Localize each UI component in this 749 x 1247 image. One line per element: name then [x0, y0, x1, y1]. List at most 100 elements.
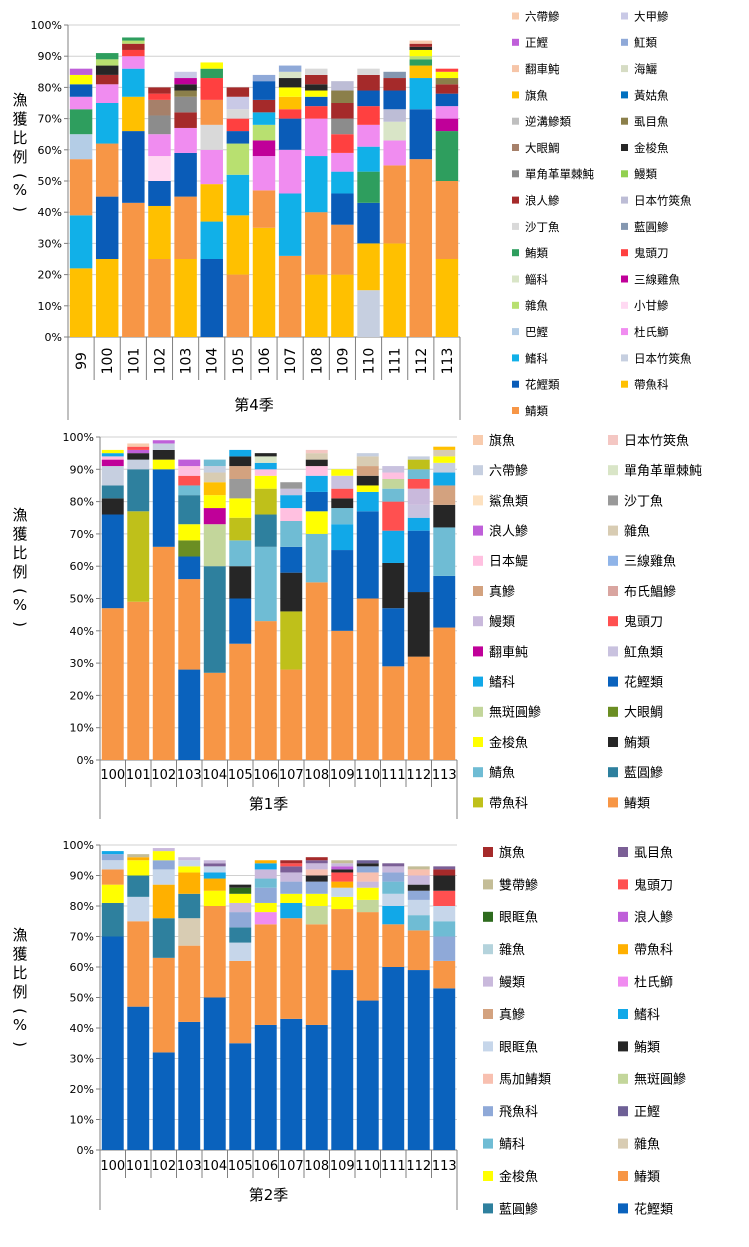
bar-segment [433, 875, 456, 891]
bar-segment [331, 171, 354, 194]
bar-segment [305, 90, 328, 97]
bar-segment [357, 68, 380, 75]
bar-segment [152, 1052, 175, 1150]
bar-segment [203, 566, 226, 673]
y-axis-label-char: 獲 [12, 945, 27, 963]
bar-segment [203, 466, 226, 473]
bar-segment [407, 592, 430, 657]
bar-segment [278, 87, 302, 97]
chart-panel-2: 0%10%20%30%40%50%60%70%80%90%100%100 101 1… [11, 431, 702, 819]
legend-label: 金梭魚 [634, 141, 669, 155]
bar-segment [127, 601, 150, 760]
bar-segment [305, 118, 328, 157]
legend-label: 大眼鯛 [525, 141, 560, 155]
bar-segment [254, 902, 277, 913]
bar-segment [101, 902, 124, 937]
bar-segment [254, 621, 277, 760]
bar-segment [383, 243, 406, 337]
bar-segment [229, 517, 252, 541]
bar-segment [409, 109, 433, 160]
y-tick-label: 10% [38, 300, 62, 313]
legend-label: 虱目魚 [634, 846, 673, 861]
legend-swatch [483, 1138, 493, 1149]
legend-swatch [621, 65, 628, 73]
bar-segment [305, 511, 328, 534]
bar-segment [226, 274, 250, 337]
bar-segment [254, 1024, 277, 1150]
bar-segment [356, 899, 379, 913]
legend-label: 日本竹筴魚 [634, 351, 692, 365]
bar-segment [331, 887, 354, 897]
bar-segment [203, 459, 226, 467]
legend-swatch [483, 1171, 493, 1181]
bar-segment [331, 193, 354, 225]
legend-swatch [483, 1009, 493, 1019]
bar-segment [152, 918, 175, 958]
bar-segment [305, 860, 328, 864]
y-axis-label-char: 漁 [12, 91, 27, 109]
y-axis-label-char: 例 [12, 563, 27, 581]
legend-label: 雜魚 [634, 1138, 660, 1153]
bar-segment [200, 78, 223, 100]
bar-segment [101, 498, 124, 515]
legend-swatch [512, 249, 519, 257]
bar-segment [331, 152, 354, 172]
legend-label: 鬼頭刀 [634, 877, 673, 893]
bar-segment [203, 524, 226, 567]
y-axis-label-char: 例 [12, 148, 27, 166]
bar-segment [254, 869, 277, 879]
bar-segment [278, 71, 302, 79]
bar-segment [407, 875, 430, 885]
bar-segment [252, 99, 276, 113]
bar-segment [178, 540, 201, 557]
bar-segment [148, 115, 171, 135]
x-tick-label: 109 [330, 1159, 355, 1174]
x-tick-label: 103 [177, 768, 202, 783]
bar-segment [95, 196, 119, 259]
bar-segment [409, 56, 433, 60]
bar-segment [305, 274, 328, 337]
y-tick-label: 90% [70, 463, 94, 476]
bar-segment [122, 56, 145, 69]
bar-segment [152, 869, 175, 885]
bar-segment [356, 485, 379, 492]
x-tick-label: 109 [335, 348, 351, 375]
bar-segment [152, 851, 175, 861]
y-axis-label-char: 獲 [12, 110, 27, 128]
y-axis-label-char: ) [11, 621, 29, 627]
bar-segment [178, 945, 201, 1022]
bar-segment [252, 140, 276, 157]
legend-swatch [608, 797, 618, 808]
y-tick-label: 0% [77, 754, 94, 767]
bar-segment [407, 459, 430, 470]
y-axis-label-char: ) [11, 206, 29, 212]
chart-panel-3: 0%10%20%30%40%50%60%70%80%90%100%100 101 1… [11, 839, 686, 1217]
bar-segment [305, 68, 328, 75]
bar-segment [382, 530, 405, 563]
bar-segment [152, 469, 175, 547]
y-axis-label-char: 比 [12, 129, 27, 147]
bar-segment [254, 462, 277, 470]
bar-segment [305, 491, 328, 512]
bar-segment [305, 106, 328, 119]
y-tick-label: 20% [70, 1083, 94, 1096]
bar-segment [152, 848, 175, 852]
bar-segment [69, 96, 93, 110]
bar-segment [101, 453, 124, 457]
x-tick-label: 108 [304, 1159, 329, 1174]
bar-segment [127, 469, 150, 512]
bar-segment [433, 890, 456, 906]
bar-segment [280, 520, 303, 547]
bar-segment [95, 84, 119, 103]
bar-segment [252, 190, 276, 228]
bar-segment [383, 90, 406, 110]
legend-swatch [512, 222, 519, 230]
legend-swatch [621, 170, 628, 178]
bar-segment [433, 869, 456, 876]
bar-segment [407, 970, 430, 1150]
legend-swatch [621, 12, 628, 20]
legend-swatch [621, 249, 628, 257]
bar-segment [433, 960, 456, 989]
y-tick-label: 0% [45, 331, 62, 344]
